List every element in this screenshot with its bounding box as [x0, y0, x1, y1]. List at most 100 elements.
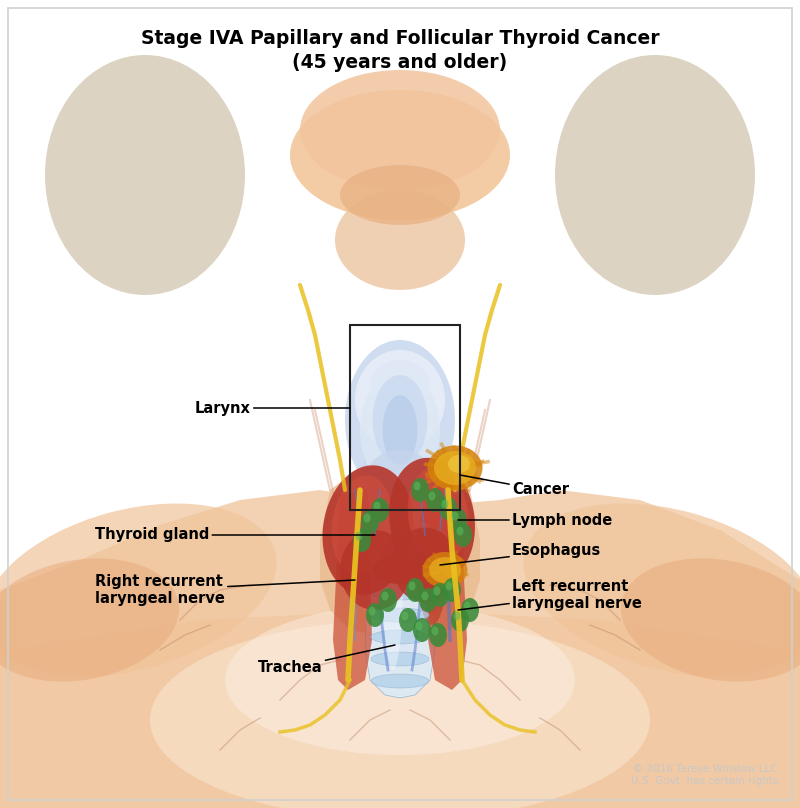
Ellipse shape [439, 496, 457, 520]
Ellipse shape [0, 503, 276, 676]
Polygon shape [365, 490, 435, 698]
Ellipse shape [370, 360, 430, 410]
Ellipse shape [322, 465, 414, 595]
Ellipse shape [524, 503, 800, 676]
Polygon shape [0, 610, 800, 808]
Ellipse shape [446, 582, 453, 591]
Ellipse shape [429, 491, 435, 500]
Ellipse shape [363, 514, 370, 523]
Ellipse shape [411, 478, 429, 502]
Ellipse shape [371, 498, 429, 512]
Text: Left recurrent
laryngeal nerve: Left recurrent laryngeal nerve [458, 579, 642, 611]
Ellipse shape [340, 530, 410, 610]
Ellipse shape [416, 495, 448, 625]
Ellipse shape [371, 498, 389, 522]
Ellipse shape [150, 620, 650, 808]
Ellipse shape [426, 488, 444, 512]
Ellipse shape [371, 564, 429, 578]
Ellipse shape [461, 598, 479, 622]
Ellipse shape [406, 578, 424, 602]
Ellipse shape [442, 499, 449, 508]
Text: (45 years and older): (45 years and older) [292, 53, 508, 71]
Ellipse shape [355, 532, 362, 541]
Text: Esophagus: Esophagus [440, 544, 602, 565]
Bar [350, 325, 460, 510]
Ellipse shape [448, 455, 470, 473]
Ellipse shape [451, 608, 469, 632]
Ellipse shape [371, 674, 429, 688]
Ellipse shape [421, 505, 443, 615]
Ellipse shape [225, 605, 575, 755]
Ellipse shape [393, 528, 458, 603]
Ellipse shape [371, 542, 429, 556]
Polygon shape [0, 490, 800, 808]
Ellipse shape [434, 451, 476, 485]
Ellipse shape [361, 510, 379, 534]
Text: Lymph node: Lymph node [458, 512, 612, 528]
Ellipse shape [290, 90, 510, 220]
Text: Thyroid gland: Thyroid gland [95, 528, 375, 542]
Ellipse shape [389, 458, 475, 583]
Ellipse shape [409, 582, 415, 591]
Text: Stage IVA Papillary and Follicular Thyroid Cancer: Stage IVA Papillary and Follicular Thyro… [141, 28, 659, 48]
Ellipse shape [621, 558, 800, 682]
Ellipse shape [367, 450, 433, 500]
Ellipse shape [399, 608, 417, 632]
Ellipse shape [331, 475, 393, 574]
Ellipse shape [382, 395, 418, 465]
Ellipse shape [443, 578, 461, 602]
Ellipse shape [371, 630, 429, 644]
Text: Cancer: Cancer [460, 475, 569, 498]
Ellipse shape [366, 603, 384, 627]
Ellipse shape [427, 445, 482, 490]
Text: Trachea: Trachea [258, 645, 395, 675]
Ellipse shape [369, 607, 375, 616]
Ellipse shape [413, 618, 431, 642]
Ellipse shape [431, 583, 449, 607]
Ellipse shape [422, 552, 467, 588]
Ellipse shape [345, 340, 455, 500]
Ellipse shape [555, 55, 755, 295]
Text: Larynx: Larynx [195, 401, 350, 415]
Ellipse shape [407, 468, 469, 562]
Polygon shape [333, 490, 372, 690]
Ellipse shape [449, 508, 467, 532]
Polygon shape [428, 490, 467, 690]
Ellipse shape [431, 626, 438, 636]
Ellipse shape [419, 588, 437, 612]
Ellipse shape [414, 482, 421, 490]
Ellipse shape [371, 586, 429, 600]
Ellipse shape [382, 591, 389, 600]
Ellipse shape [454, 523, 472, 547]
Ellipse shape [429, 623, 447, 647]
Ellipse shape [355, 350, 445, 450]
Ellipse shape [300, 70, 500, 190]
Ellipse shape [371, 652, 429, 666]
Ellipse shape [340, 165, 460, 225]
Ellipse shape [429, 557, 461, 583]
Text: © 2016 Terese Winslow LLC
U.S. Govt. has certain rights: © 2016 Terese Winslow LLC U.S. Govt. has… [630, 764, 778, 786]
Ellipse shape [45, 55, 245, 295]
Ellipse shape [434, 587, 441, 595]
Ellipse shape [402, 612, 409, 621]
Ellipse shape [373, 375, 427, 465]
Ellipse shape [463, 601, 470, 611]
Ellipse shape [371, 520, 429, 534]
Ellipse shape [415, 621, 422, 630]
Ellipse shape [360, 380, 440, 660]
Ellipse shape [335, 190, 465, 290]
Ellipse shape [374, 502, 381, 511]
Ellipse shape [360, 370, 440, 490]
Ellipse shape [373, 556, 427, 584]
Ellipse shape [353, 528, 371, 552]
Ellipse shape [383, 490, 403, 670]
Ellipse shape [371, 608, 429, 622]
Ellipse shape [350, 460, 450, 640]
Ellipse shape [457, 527, 463, 536]
Ellipse shape [454, 612, 461, 621]
Text: Right recurrent
laryngeal nerve: Right recurrent laryngeal nerve [95, 574, 355, 606]
Ellipse shape [0, 558, 179, 682]
Polygon shape [320, 450, 480, 640]
Ellipse shape [422, 591, 429, 600]
Ellipse shape [451, 511, 458, 520]
